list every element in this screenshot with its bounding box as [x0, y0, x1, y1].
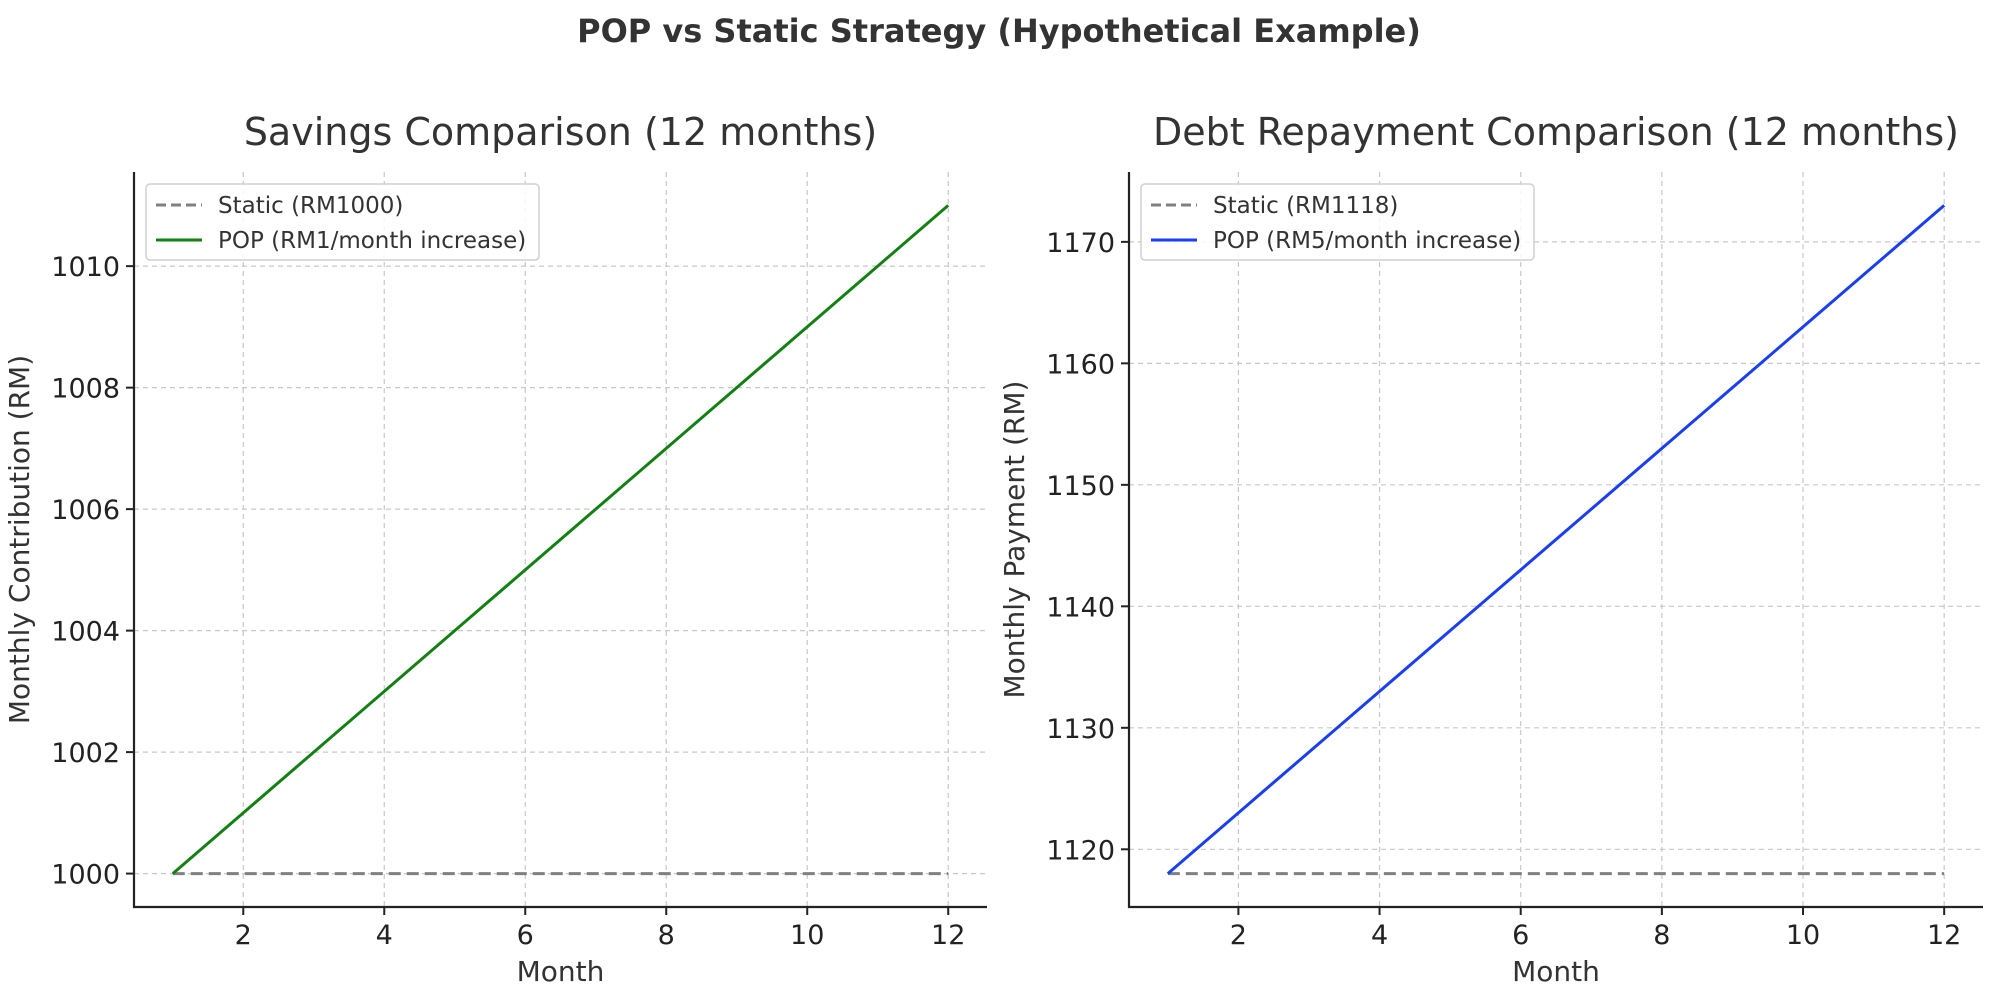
legend-entry-label: Static (RM1000): [218, 193, 403, 219]
y-tick-label: 1170: [1046, 228, 1115, 259]
figure-title: POP vs Static Strategy (Hypothetical Exa…: [577, 12, 1421, 50]
x-tick-label: 2: [1230, 920, 1247, 951]
debt-x-axis-label: Month: [1512, 955, 1600, 988]
y-tick-label: 1160: [1046, 349, 1115, 380]
savings-chart-title: Savings Comparison (12 months): [244, 110, 877, 154]
legend-entry-label: POP (RM5/month increase): [1213, 228, 1521, 254]
y-tick-label: 1000: [51, 860, 120, 891]
y-tick-label: 1008: [51, 374, 120, 405]
x-tick-label: 6: [517, 920, 534, 951]
debt-repayment-chart: 2 4 6 8 10 12 1120 1130 1140 1150 1160 1170 Debt Rep…: [998, 110, 1983, 988]
debt-chart-title: Debt Repayment Comparison (12 months): [1153, 110, 1959, 154]
x-tick-label: 10: [790, 920, 824, 951]
x-tick-label: 4: [1371, 920, 1388, 951]
y-tick-label: 1006: [51, 495, 120, 526]
debt-legend: Static (RM1118) POP (RM5/month increase): [1140, 183, 1535, 261]
legend-entry-label: POP (RM1/month increase): [218, 228, 526, 254]
x-tick-label: 10: [1786, 920, 1820, 951]
x-tick-label: 8: [1653, 920, 1670, 951]
y-tick-label: 1010: [51, 252, 120, 283]
x-tick-label: 6: [1512, 920, 1529, 951]
debt-series-pop-line: [1166, 204, 1946, 875]
debt-y-axis-label: Monthly Payment (RM): [998, 381, 1031, 699]
x-tick-label: 8: [658, 920, 675, 951]
savings-y-axis-label: Monthly Contribution (RM): [3, 355, 36, 724]
savings-legend: Static (RM1000) POP (RM1/month increase): [145, 183, 540, 261]
x-tick-label: 12: [931, 920, 965, 951]
y-tick-label: 1150: [1046, 471, 1115, 502]
legend-entry-label: Static (RM1118): [1213, 193, 1398, 219]
x-tick-label: 2: [235, 920, 252, 951]
legend-frame: [1140, 183, 1535, 261]
savings-chart: 2 4 6 8 10 12 1000 1002 1004 1006 1008 1010 Savings …: [3, 110, 987, 988]
y-tick-label: 1130: [1046, 714, 1115, 745]
legend-frame: [145, 183, 540, 261]
y-tick-label: 1140: [1046, 592, 1115, 623]
savings-x-axis-label: Month: [517, 955, 605, 988]
x-tick-label: 4: [376, 920, 393, 951]
debt-grid: [1129, 172, 1983, 907]
y-tick-label: 1120: [1046, 835, 1115, 866]
y-tick-label: 1004: [51, 617, 120, 648]
y-tick-label: 1002: [51, 738, 120, 769]
x-tick-label: 12: [1927, 920, 1961, 951]
savings-series-pop-line: [171, 204, 950, 875]
